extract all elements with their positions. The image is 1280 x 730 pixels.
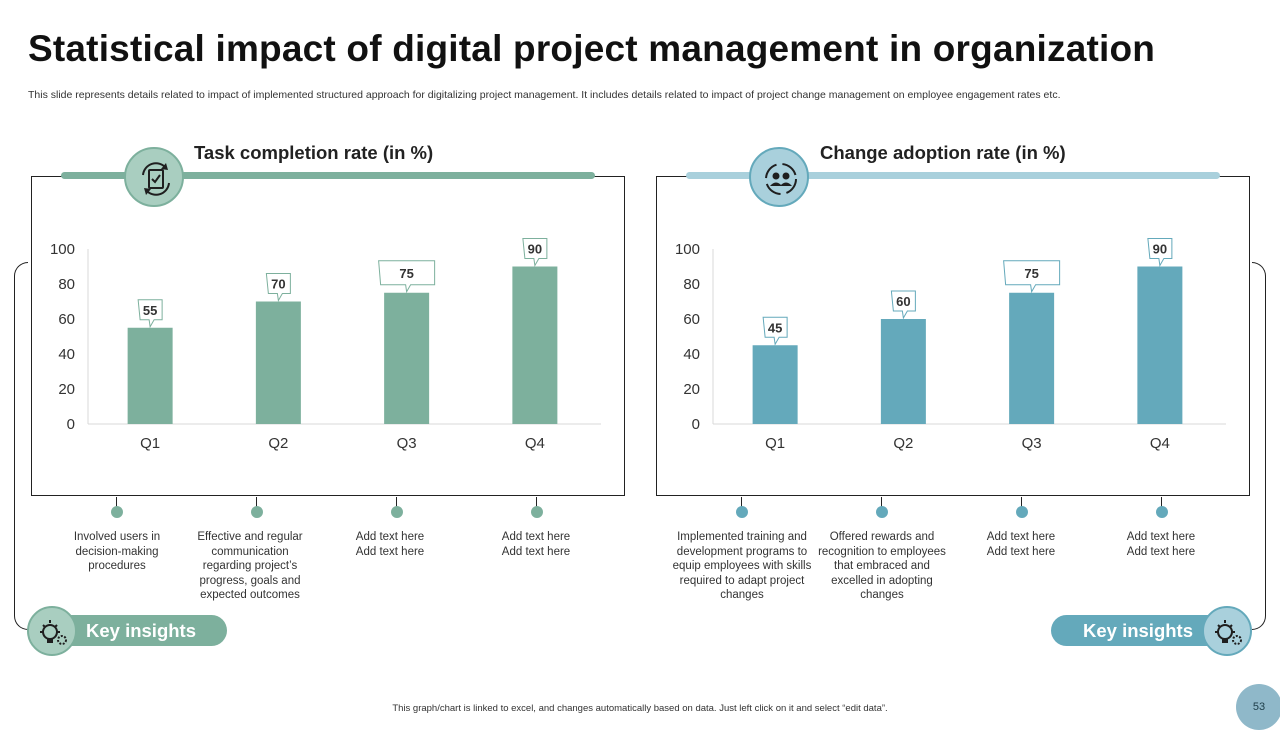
- value-callout: [137, 299, 163, 329]
- bar-q1: [752, 345, 798, 424]
- left-note-4: Add text here Add text here: [501, 531, 571, 558]
- note-dot: [111, 506, 123, 518]
- right-note-3: Add text here Add text here: [986, 531, 1056, 558]
- right-note-4: Add text here Add text here: [1126, 531, 1196, 558]
- bulb-gear-icon: [27, 606, 77, 656]
- value-label-q3: 75: [399, 266, 413, 281]
- x-tick-label: Q1: [140, 435, 160, 452]
- key-insights-right-label: Key insights: [1083, 620, 1193, 641]
- value-label-q4: 90: [528, 242, 542, 257]
- left-header-line: [61, 172, 595, 179]
- value-callout: [378, 260, 436, 294]
- y-tick-label: 0: [692, 416, 700, 433]
- note-dot: [391, 506, 403, 518]
- bar-q4: [512, 266, 558, 424]
- note-stem: [536, 497, 537, 507]
- value-label-q4: 90: [1153, 242, 1167, 257]
- x-tick-label: Q3: [397, 435, 417, 452]
- value-callout: [1003, 260, 1061, 294]
- bar-q3: [1009, 292, 1055, 424]
- bar-q1: [127, 327, 173, 424]
- bar-q2: [255, 301, 301, 424]
- right-note-1: Implemented training and development pro…: [672, 531, 812, 601]
- team-cycle-icon: [749, 147, 809, 207]
- value-callout: [1147, 238, 1173, 268]
- bulb-gear-icon: [1202, 606, 1252, 656]
- left-bracket: [14, 262, 28, 630]
- key-insights-right-pill: Key insights: [1051, 615, 1232, 646]
- right-note-2: Offered rewards and recognition to emplo…: [818, 531, 946, 601]
- x-tick-label: Q4: [525, 435, 545, 452]
- chart-title-change-adoption: Change adoption rate (in %): [820, 142, 1066, 163]
- note-stem: [116, 497, 117, 507]
- left-note-2: Effective and regular communication rega…: [197, 531, 303, 601]
- y-tick-label: 0: [67, 416, 75, 433]
- note-dot: [531, 506, 543, 518]
- page-number: 53: [1236, 684, 1280, 730]
- value-callout: [890, 290, 916, 320]
- y-tick-label: 80: [683, 276, 700, 293]
- note-stem: [1021, 497, 1022, 507]
- y-tick-label: 100: [50, 241, 75, 258]
- note-stem: [1161, 497, 1162, 507]
- note-stem: [256, 497, 257, 507]
- page-title: Statistical impact of digital project ma…: [28, 28, 1156, 69]
- bar-q2: [880, 319, 926, 424]
- value-callout: [265, 273, 291, 303]
- x-tick-label: Q3: [1022, 435, 1042, 452]
- chart-title-task-completion: Task completion rate (in %): [194, 142, 434, 163]
- note-dot: [251, 506, 263, 518]
- y-tick-label: 80: [58, 276, 75, 293]
- x-tick-label: Q1: [765, 435, 785, 452]
- y-tick-label: 20: [683, 381, 700, 398]
- bar-q3: [384, 292, 430, 424]
- note-dot: [1016, 506, 1028, 518]
- note-stem: [396, 497, 397, 507]
- value-callout: [762, 316, 788, 346]
- right-header-line: [686, 172, 1220, 179]
- note-dot: [1156, 506, 1168, 518]
- y-tick-label: 40: [58, 346, 75, 363]
- note-dot: [736, 506, 748, 518]
- key-insights-left-label: Key insights: [86, 620, 196, 641]
- value-label-q1: 45: [768, 320, 782, 335]
- value-callout: [522, 238, 548, 268]
- value-label-q2: 60: [896, 294, 910, 309]
- note-stem: [741, 497, 742, 507]
- task-completion-chart: 0 20 40 60 80 100 Q1 55 Q2 70 Q3 75 Q4 90: [50, 238, 601, 452]
- right-bracket: [1252, 262, 1266, 630]
- value-label-q2: 70: [271, 277, 285, 292]
- clipboard-refresh-icon: [124, 147, 184, 207]
- x-tick-label: Q4: [1150, 435, 1170, 452]
- x-tick-label: Q2: [268, 435, 288, 452]
- page-subtitle: This slide represents details related to…: [28, 89, 1061, 101]
- y-tick-label: 100: [675, 241, 700, 258]
- value-label-q3: 75: [1024, 266, 1038, 281]
- y-tick-label: 60: [683, 311, 700, 328]
- note-stem: [881, 497, 882, 507]
- y-tick-label: 20: [58, 381, 75, 398]
- y-tick-label: 60: [58, 311, 75, 328]
- change-adoption-chart: 0 20 40 60 80 100 Q1 45 Q2 60 Q3 75 Q4 90: [675, 238, 1226, 452]
- value-label-q1: 55: [143, 303, 157, 318]
- y-tick-label: 40: [683, 346, 700, 363]
- x-tick-label: Q2: [893, 435, 913, 452]
- footer-note: This graph/chart is linked to excel, and…: [392, 703, 888, 714]
- left-note-1: Involved users in decision-making proced…: [73, 531, 161, 572]
- bar-q4: [1137, 266, 1183, 424]
- left-note-3: Add text here Add text here: [355, 531, 425, 558]
- note-dot: [876, 506, 888, 518]
